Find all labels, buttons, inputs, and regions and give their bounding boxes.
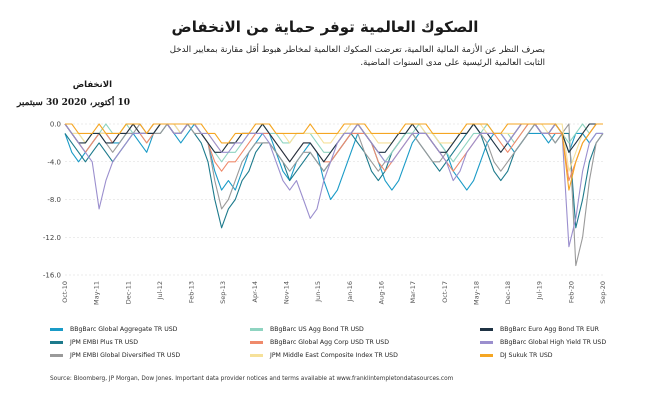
legend-item: JPM EMBI Plus TR USD (50, 339, 138, 346)
x-tick-labels: Oct-10 May-11 Dec-11 Jul-12 Feb-13 Sep-13 Apr-… (61, 281, 607, 305)
legend-item: BBgBarc US Agg Bond TR USD (250, 326, 364, 333)
y-tick-label: -8.0 (47, 196, 61, 204)
chart-title: الصكوك العالمية توفر حماية من الانخفاض (171, 18, 479, 36)
x-tick-label: May-18 (472, 281, 480, 305)
series-line (64, 123, 604, 229)
chart-subtitle: بصرف النظر عن الأزمة المالية العالمية، ت… (169, 45, 545, 68)
x-tick-label: Aug-16 (377, 281, 385, 304)
legend-label: BBgBarc Euro Agg Bond TR EUR (500, 326, 599, 333)
legend-swatch (250, 328, 263, 331)
x-tick-label: Nov-14 (283, 281, 291, 304)
legend-label: DJ Sukuk TR USD (500, 352, 553, 359)
legend-swatch (480, 354, 493, 357)
legend-swatch (50, 354, 63, 357)
x-tick-label: Feb-13 (188, 281, 196, 303)
legend-item: BBgBarc Euro Agg Bond TR EUR (480, 326, 599, 333)
legend-swatch (250, 354, 263, 357)
x-tick-label: Dec-18 (504, 281, 512, 304)
x-tick-label: Apr-14 (251, 281, 259, 302)
legend-item: BBgBarc Global High Yield TR USD (480, 339, 606, 346)
x-tick-label: Mar-17 (409, 281, 417, 303)
legend-label: BBgBarc Global Aggregate TR USD (70, 326, 178, 333)
legend-item: JPM EMBI Global Diversified TR USD (50, 352, 180, 359)
y-tick-label: 0.0 (50, 121, 61, 129)
x-tick-label: May-11 (93, 281, 101, 305)
legend-swatch (480, 328, 493, 331)
y-axis-label: الانخفاض (72, 80, 112, 90)
x-tick-label: Jan-16 (346, 281, 354, 303)
series-line (65, 123, 603, 191)
legend-label: BBgBarc US Agg Bond TR USD (270, 326, 364, 333)
x-tick-label: Jul-12 (156, 281, 164, 300)
legend-item: BBgBarc Global Agg Corp USD TR USD (250, 339, 389, 346)
legend-swatch (480, 341, 493, 344)
legend-swatch (250, 341, 263, 344)
legend-swatch (50, 341, 63, 344)
x-tick-label: Dec-11 (124, 281, 132, 304)
legend-label: JPM Middle East Composite Index TR USD (270, 352, 398, 359)
series-lines (64, 123, 604, 267)
legend-item: JPM Middle East Composite Index TR USD (250, 352, 398, 359)
legend-label: BBgBarc Global High Yield TR USD (500, 339, 607, 346)
y-tick-label: -16.0 (43, 272, 61, 280)
legend-label: BBgBarc Global Agg Corp USD TR USD (270, 339, 389, 346)
date-range-label: 10 أكتوبر، 2020 30 سبتمبر (16, 98, 130, 108)
legend-label: JPM EMBI Plus TR USD (70, 339, 138, 346)
y-tick-labels: 0.0 -4.0 -8.0 -12.0 -16.0 (43, 121, 61, 280)
y-tick-label: -12.0 (43, 234, 61, 242)
legend-swatch (50, 328, 63, 331)
legend: BBgBarc Global Aggregate TR USD BBgBarc U… (50, 326, 620, 366)
source-note: Source: Bloomberg, JP Morgan, Dow Jones.… (50, 376, 454, 382)
x-tick-label: Oct-17 (441, 281, 449, 303)
y-tick-label: -4.0 (47, 158, 61, 166)
x-tick-label: Feb-20 (567, 281, 575, 303)
legend-item: BBgBarc Global Aggregate TR USD (50, 326, 177, 333)
x-tick-label: Sep-13 (219, 281, 227, 304)
grid (65, 123, 603, 276)
x-tick-label: Oct-10 (61, 281, 69, 303)
x-tick-label: Jun-15 (314, 281, 322, 303)
x-tick-label: Sep-20 (599, 281, 607, 304)
legend-label: JPM EMBI Global Diversified TR USD (70, 352, 181, 359)
legend-item: DJ Sukuk TR USD (480, 352, 553, 359)
x-tick-label: Jul-19 (536, 281, 544, 300)
